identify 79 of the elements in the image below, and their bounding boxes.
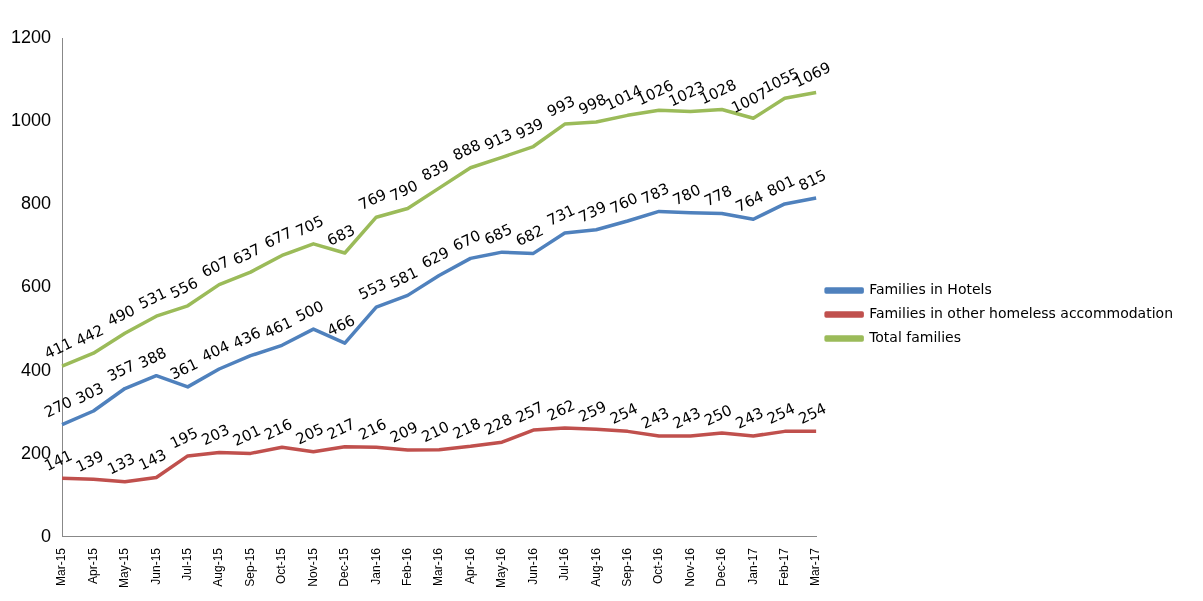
data-label: 254 xyxy=(795,399,830,428)
data-label: 257 xyxy=(512,398,547,427)
data-label: 815 xyxy=(795,166,830,195)
data-label: 778 xyxy=(701,181,735,211)
data-label: 731 xyxy=(544,200,578,230)
data-label: 254 xyxy=(764,399,798,428)
y-tick-label: 600 xyxy=(21,276,52,297)
data-label: 250 xyxy=(701,400,735,430)
x-tick-label: Aug-15 xyxy=(211,547,226,587)
data-label: 262 xyxy=(544,395,578,425)
data-label: 143 xyxy=(135,445,170,475)
data-label: 201 xyxy=(230,421,264,450)
data-label: 685 xyxy=(481,220,515,249)
data-label: 404 xyxy=(198,336,233,366)
x-tick-label: Jul-16 xyxy=(557,547,572,581)
data-label: 607 xyxy=(198,252,233,282)
data-label: 203 xyxy=(198,420,233,450)
data-label: 637 xyxy=(230,240,264,269)
x-tick-label: Sep-16 xyxy=(619,547,634,587)
x-tick-label: Apr-15 xyxy=(85,547,100,585)
data-label: 683 xyxy=(324,220,358,250)
data-label: 133 xyxy=(104,449,138,479)
data-label: 531 xyxy=(135,284,170,313)
x-tick-label: Oct-16 xyxy=(651,547,666,584)
x-tick-label: Nov-16 xyxy=(682,547,697,587)
y-tick-label: 800 xyxy=(21,193,52,214)
x-tick-label: Feb-17 xyxy=(777,547,792,587)
data-label: 139 xyxy=(72,447,107,476)
x-tick-label: Jun-15 xyxy=(148,547,163,585)
data-label: 769 xyxy=(355,185,390,214)
x-tick-label: Dec-15 xyxy=(337,547,352,587)
data-label: 760 xyxy=(607,188,641,218)
data-label: 993 xyxy=(544,92,578,121)
x-tick-label: Nov-15 xyxy=(305,547,320,587)
x-tick-label: May-16 xyxy=(494,547,509,588)
data-label: 939 xyxy=(512,114,547,144)
x-tick-label: Mar-17 xyxy=(808,547,823,586)
data-label: 790 xyxy=(387,176,421,206)
x-tick-label: Jan-17 xyxy=(745,547,760,585)
data-label: 739 xyxy=(575,197,610,227)
data-label: 490 xyxy=(104,301,138,330)
x-tick-label: Mar-16 xyxy=(431,547,446,586)
x-tick-label: Apr-16 xyxy=(462,547,477,585)
x-tick-label: Feb-16 xyxy=(399,547,414,587)
data-label: 216 xyxy=(355,415,390,444)
data-label: 466 xyxy=(324,311,358,340)
data-label: 913 xyxy=(481,125,515,154)
data-label: 357 xyxy=(104,356,138,386)
data-label: 243 xyxy=(732,403,767,433)
data-label: 361 xyxy=(167,354,201,384)
x-tick-label: Sep-15 xyxy=(242,547,257,587)
data-label: 764 xyxy=(732,187,767,216)
x-tick-label: Oct-15 xyxy=(274,547,289,584)
data-label: 801 xyxy=(764,171,798,201)
y-tick-label: 1000 xyxy=(11,110,52,131)
data-label: 388 xyxy=(135,343,170,373)
x-tick-label: Mar-15 xyxy=(54,547,69,586)
x-tick-label: Jun-16 xyxy=(525,547,540,585)
y-tick-label: 1200 xyxy=(11,26,52,47)
data-label: 254 xyxy=(607,399,641,428)
data-label: 682 xyxy=(512,221,547,250)
data-label: 217 xyxy=(324,414,358,444)
x-tick-label: Dec-16 xyxy=(714,547,729,587)
data-label: 228 xyxy=(481,410,515,439)
x-tick-label: May-15 xyxy=(117,547,132,588)
data-label: 553 xyxy=(355,274,390,304)
data-label: 259 xyxy=(575,397,610,426)
y-tick-label: 0 xyxy=(41,525,52,546)
x-tick-label: Aug-16 xyxy=(588,547,603,587)
data-label: 195 xyxy=(167,423,201,453)
data-label: 436 xyxy=(230,323,264,353)
data-label: 209 xyxy=(387,418,421,447)
legend-label: Families in Hotels xyxy=(869,281,992,298)
legend-label: Total families xyxy=(868,329,962,346)
data-label: 556 xyxy=(167,273,201,303)
x-tick-label: Jul-15 xyxy=(180,547,195,581)
x-tick-label: Jan-16 xyxy=(368,547,383,585)
legend-label: Families in other homeless accommodation xyxy=(869,305,1174,322)
data-label: 581 xyxy=(387,263,421,292)
